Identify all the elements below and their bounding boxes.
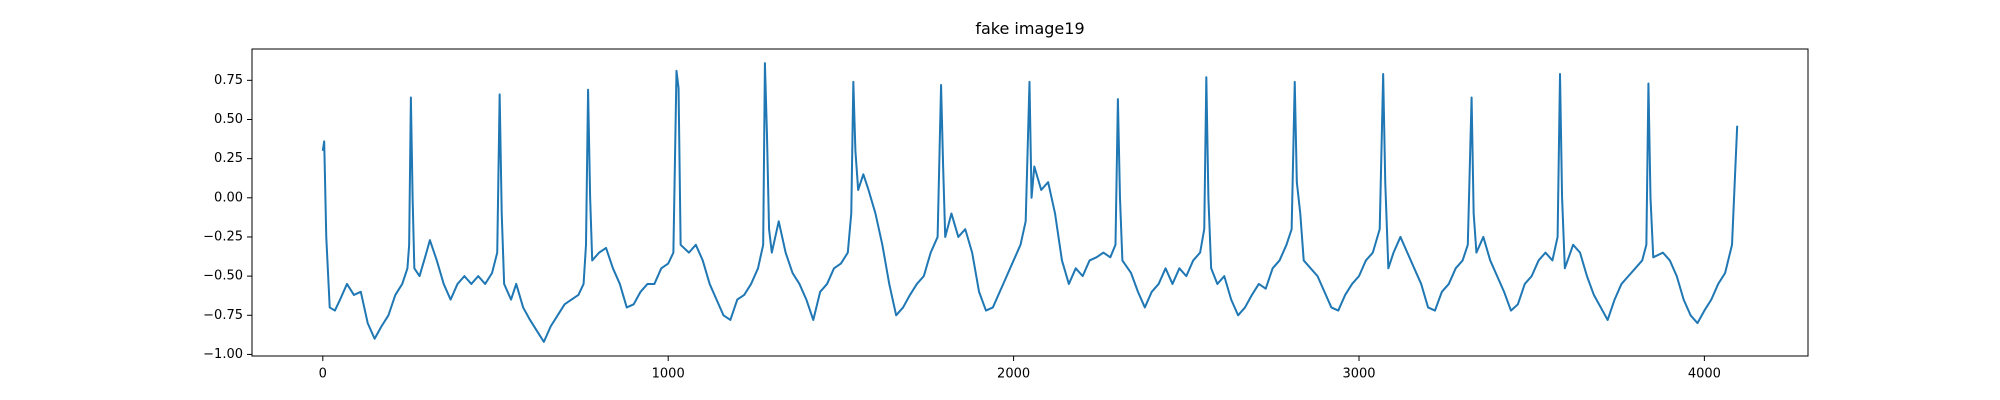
y-tick-label: 0.75 [214,73,243,88]
y-tick-label: 0.50 [214,112,243,127]
y-tick-label: −0.25 [203,229,243,244]
x-tick-label: 2000 [997,367,1030,382]
x-tick-label: 1000 [652,367,685,382]
y-tick-label: −1.00 [203,347,243,362]
y-tick-label: 0.00 [214,190,243,205]
y-tick-label: −0.75 [203,308,243,323]
chart-title: fake image19 [975,19,1084,38]
x-tick-label: 3000 [1342,367,1375,382]
y-tick-label: −0.50 [203,269,243,284]
data-line [321,62,1739,343]
y-tick-label: 0.25 [214,151,243,166]
x-tick-label: 0 [319,367,327,382]
x-tick-label: 4000 [1688,367,1721,382]
plot-frame [251,48,1809,357]
